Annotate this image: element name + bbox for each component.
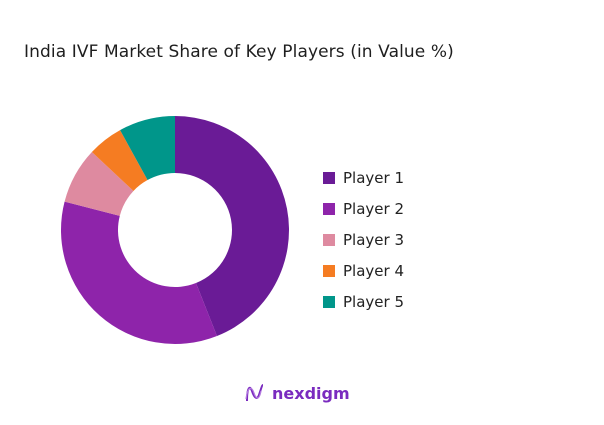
legend-swatch — [323, 233, 335, 246]
legend-label: Player 3 — [343, 230, 404, 249]
nexdigm-logo: nexdigm — [244, 383, 350, 403]
legend: Player 1 Player 2 Player 3 Player 4 Player 5 — [323, 162, 404, 317]
legend-label: Player 2 — [343, 199, 404, 218]
legend-item: Player 5 — [323, 286, 404, 317]
legend-item: Player 2 — [323, 193, 404, 224]
legend-swatch — [323, 295, 335, 308]
legend-label: Player 1 — [343, 168, 404, 187]
slice-player-4 — [91, 130, 148, 191]
slice-player-5 — [120, 116, 175, 181]
legend-item: Player 4 — [323, 255, 404, 286]
slice-player-1 — [175, 116, 289, 336]
logo-text: nexdigm — [272, 383, 350, 403]
nexdigm-wave-icon — [245, 384, 264, 402]
legend-swatch — [323, 264, 335, 277]
legend-item: Player 3 — [323, 224, 404, 255]
legend-label: Player 5 — [343, 292, 404, 311]
slice-player-2 — [60, 201, 217, 344]
legend-swatch — [323, 202, 335, 215]
legend-label: Player 4 — [343, 261, 404, 280]
legend-item: Player 1 — [323, 162, 404, 193]
slice-player-3 — [64, 151, 134, 216]
chart-title: India IVF Market Share of Key Players (i… — [24, 42, 454, 62]
legend-swatch — [323, 171, 335, 184]
